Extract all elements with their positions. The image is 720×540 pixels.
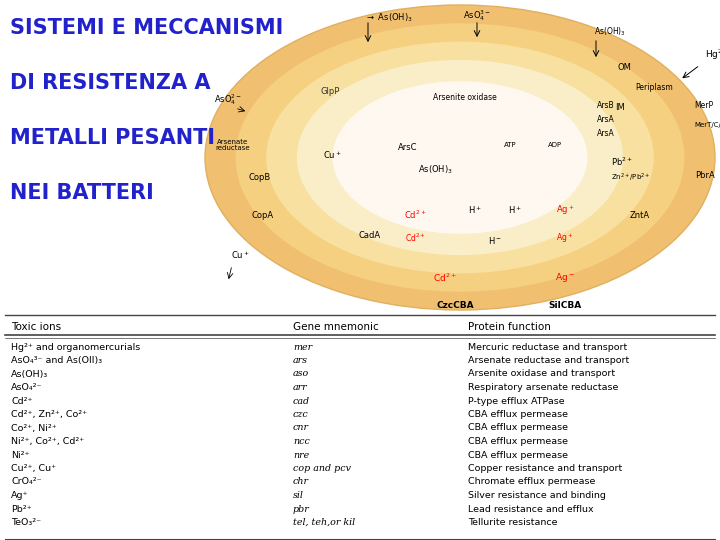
Text: czc: czc	[293, 410, 309, 419]
Text: TeO₃²⁻: TeO₃²⁻	[11, 518, 41, 527]
Text: ars: ars	[293, 356, 308, 365]
Text: Arsenite oxidase and transport: Arsenite oxidase and transport	[468, 369, 615, 379]
Text: Cu$^+$: Cu$^+$	[323, 149, 341, 161]
Ellipse shape	[333, 81, 588, 234]
Text: H$^+$: H$^+$	[508, 204, 522, 216]
Ellipse shape	[235, 23, 685, 292]
Text: ArsC: ArsC	[398, 144, 418, 152]
Text: Periplasm: Periplasm	[635, 84, 672, 92]
Text: CBA efflux permease: CBA efflux permease	[468, 423, 568, 433]
Text: Protein function: Protein function	[468, 322, 551, 332]
Text: Ag$^-$: Ag$^-$	[555, 272, 575, 285]
Text: Cd$^{2+}$: Cd$^{2+}$	[433, 272, 457, 284]
Text: CzcCBA: CzcCBA	[436, 300, 474, 309]
Ellipse shape	[266, 42, 654, 273]
Text: chr: chr	[293, 477, 309, 487]
Text: Ag$^+$: Ag$^+$	[556, 203, 575, 217]
Text: Silver resistance and binding: Silver resistance and binding	[468, 491, 606, 500]
Text: Pb$^{2+}$: Pb$^{2+}$	[611, 156, 633, 168]
Text: cop and pcv: cop and pcv	[293, 464, 351, 473]
Text: Copper resistance and transport: Copper resistance and transport	[468, 464, 622, 473]
Text: CBA efflux permease: CBA efflux permease	[468, 450, 568, 460]
Text: Toxic ions: Toxic ions	[11, 322, 61, 332]
Text: Co²⁺, Ni²⁺: Co²⁺, Ni²⁺	[11, 423, 57, 433]
Text: Pb²⁺: Pb²⁺	[11, 504, 32, 514]
Text: Ni²⁺, Co²⁺, Cd²⁺: Ni²⁺, Co²⁺, Cd²⁺	[11, 437, 84, 446]
Text: tel, teh,or kil: tel, teh,or kil	[293, 518, 355, 527]
Text: Gene mnemonic: Gene mnemonic	[293, 322, 379, 332]
Text: cad: cad	[293, 396, 310, 406]
Text: ZntA: ZntA	[630, 211, 650, 219]
Text: ncc: ncc	[293, 437, 310, 446]
Text: METALLI PESANTI: METALLI PESANTI	[10, 128, 215, 148]
Text: AsO$_4^{2-}$: AsO$_4^{2-}$	[214, 92, 242, 107]
Text: CrO₄²⁻: CrO₄²⁻	[11, 477, 42, 487]
Text: Ag⁺: Ag⁺	[11, 491, 29, 500]
Text: Lead resistance and efflux: Lead resistance and efflux	[468, 504, 593, 514]
Text: cnr: cnr	[293, 423, 309, 433]
Text: Arsenate
reductase: Arsenate reductase	[216, 138, 251, 152]
Text: aso: aso	[293, 369, 310, 379]
Ellipse shape	[205, 5, 715, 310]
Text: As(OH)₃: As(OH)₃	[11, 369, 48, 379]
Text: Respiratory arsenate reductase: Respiratory arsenate reductase	[468, 383, 618, 392]
Text: As(OH)$_3$: As(OH)$_3$	[418, 164, 452, 176]
Text: NEI BATTERI: NEI BATTERI	[10, 183, 154, 203]
Text: Ni²⁺: Ni²⁺	[11, 450, 30, 460]
Text: pbr: pbr	[293, 504, 310, 514]
Text: IM: IM	[615, 104, 625, 112]
Text: MerP: MerP	[694, 100, 713, 110]
Text: GlpP: GlpP	[320, 87, 340, 97]
Text: SilCBA: SilCBA	[549, 300, 582, 309]
Text: Tellurite resistance: Tellurite resistance	[468, 518, 557, 527]
Text: Ag$^+$: Ag$^+$	[557, 231, 574, 245]
Ellipse shape	[297, 60, 624, 255]
Text: ADP: ADP	[548, 142, 562, 148]
Text: Cd$^{2+}$: Cd$^{2+}$	[404, 209, 426, 221]
Text: CBA efflux permease: CBA efflux permease	[468, 410, 568, 419]
Text: ArsA: ArsA	[597, 129, 615, 138]
Text: Cu$^+$: Cu$^+$	[230, 249, 249, 261]
Text: CadA: CadA	[359, 231, 381, 240]
Text: MerT/C/F: MerT/C/F	[694, 122, 720, 128]
Text: nre: nre	[293, 450, 310, 460]
Text: ArsB: ArsB	[597, 100, 615, 110]
Text: OM: OM	[618, 64, 632, 72]
Text: ArsA: ArsA	[597, 116, 615, 125]
Text: CBA efflux permease: CBA efflux permease	[468, 437, 568, 446]
Text: Hg²⁺ and organomercurials: Hg²⁺ and organomercurials	[11, 342, 140, 352]
Text: Hg$^{2+}$: Hg$^{2+}$	[705, 48, 720, 62]
Text: Mercuric reductase and transport: Mercuric reductase and transport	[468, 342, 627, 352]
Text: CopA: CopA	[252, 211, 274, 219]
Text: mer: mer	[293, 342, 312, 352]
Text: Arsenate reductase and transport: Arsenate reductase and transport	[468, 356, 629, 365]
Text: Cd²⁺, Zn²⁺, Co²⁺: Cd²⁺, Zn²⁺, Co²⁺	[11, 410, 87, 419]
Text: Cd²⁺: Cd²⁺	[11, 396, 32, 406]
Text: AsO₄³⁻ and As(OII)₃: AsO₄³⁻ and As(OII)₃	[11, 356, 102, 365]
Text: CopB: CopB	[249, 173, 271, 183]
Text: P-type efflux ATPase: P-type efflux ATPase	[468, 396, 564, 406]
Text: Chromate efflux permease: Chromate efflux permease	[468, 477, 595, 487]
Text: DI RESISTENZA A: DI RESISTENZA A	[10, 73, 210, 93]
Text: SISTEMI E MECCANISMI: SISTEMI E MECCANISMI	[10, 18, 283, 38]
Text: H$^-$: H$^-$	[488, 234, 502, 246]
Text: AsO₄²⁻: AsO₄²⁻	[11, 383, 42, 392]
Text: ATP: ATP	[504, 142, 516, 148]
Text: Cd$^{2+}$: Cd$^{2+}$	[405, 232, 426, 244]
Text: H$^+$: H$^+$	[468, 204, 482, 216]
Text: Arsenite oxidase: Arsenite oxidase	[433, 93, 497, 103]
Text: As(OH)$_3$: As(OH)$_3$	[594, 25, 626, 37]
Text: Cu²⁺, Cu⁺: Cu²⁺, Cu⁺	[11, 464, 56, 473]
Text: Zn$^{2+}$/Pb$^{2+}$: Zn$^{2+}$/Pb$^{2+}$	[611, 172, 650, 184]
Text: arr: arr	[293, 383, 307, 392]
Text: $\rightarrow$ As(OH)$_3$: $\rightarrow$ As(OH)$_3$	[365, 12, 413, 24]
Text: PbrA: PbrA	[695, 171, 715, 179]
Text: AsO$_4^{3-}$: AsO$_4^{3-}$	[463, 8, 491, 23]
Text: sil: sil	[293, 491, 304, 500]
